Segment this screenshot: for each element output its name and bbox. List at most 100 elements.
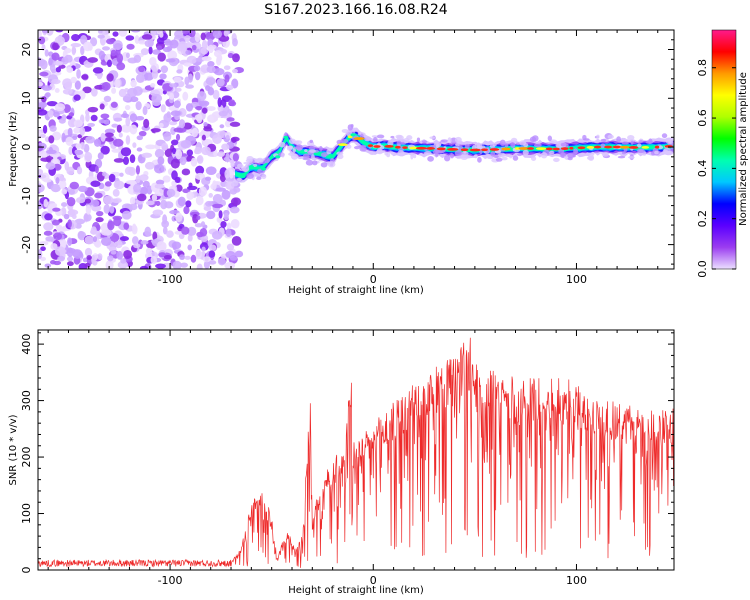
noise-speckle-mark: [160, 65, 169, 74]
noise-speckle-mark: [130, 79, 137, 88]
ridge-speckle: [549, 150, 555, 155]
noise-speckle-mark: [125, 93, 131, 101]
noise-speckle-mark: [74, 80, 81, 90]
ridge-core: [514, 147, 521, 150]
noise-speckle-mark: [80, 142, 85, 150]
noise-speckle-mark: [208, 193, 213, 198]
noise-speckle-mark: [182, 91, 189, 101]
ridge-speckle: [630, 140, 634, 145]
ridge-speckle: [449, 153, 455, 159]
noise-speckle-mark: [226, 117, 235, 122]
noise-speckle-mark: [84, 247, 93, 257]
noise-speckle-mark: [100, 236, 112, 246]
noise-speckle-mark: [118, 30, 128, 37]
ridge-core: [593, 145, 602, 149]
ridge-core: [326, 155, 332, 159]
noise-speckle-mark: [194, 223, 203, 228]
noise-speckle-mark: [229, 121, 241, 127]
noise-speckle-mark: [65, 136, 74, 146]
noise-speckle-mark: [205, 166, 217, 176]
noise-speckle-mark: [156, 45, 163, 51]
snr-y-tick-label: 0: [20, 567, 33, 574]
ridge-speckle: [346, 144, 352, 149]
ridge-core: [604, 145, 613, 149]
ridge-speckle: [534, 143, 542, 148]
noise-speckle-mark: [162, 46, 172, 53]
ridge-speckle: [406, 135, 413, 141]
noise-speckle-mark: [159, 31, 164, 38]
noise-speckle-mark: [125, 180, 137, 185]
colorbar-tick-label: 0.6: [696, 109, 709, 127]
noise-speckle-mark: [212, 89, 220, 100]
noise-speckle-mark: [72, 249, 83, 259]
noise-speckle-mark: [84, 198, 92, 204]
ridge-speckle: [509, 154, 513, 159]
noise-speckle-mark: [133, 54, 142, 63]
noise-speckle-mark: [92, 67, 104, 74]
noise-speckle-mark: [53, 60, 64, 66]
ridge-speckle: [464, 143, 470, 150]
ridge-speckle: [637, 148, 645, 154]
noise-speckle-mark: [165, 58, 176, 63]
noise-speckle-mark: [44, 213, 53, 221]
noise-speckle-mark: [201, 134, 206, 141]
ridge-speckle: [390, 135, 395, 139]
ridge-speckle: [593, 140, 600, 144]
noise-speckle-mark: [67, 188, 76, 195]
ridge-speckle: [454, 150, 463, 156]
noise-speckle-mark: [201, 56, 212, 62]
noise-speckle-mark: [208, 250, 216, 258]
noise-speckle-mark: [183, 62, 192, 67]
noise-speckle-mark: [173, 127, 184, 133]
noise-speckle-mark: [230, 160, 235, 168]
noise-speckle-mark: [90, 37, 98, 47]
noise-speckle-mark: [129, 154, 136, 164]
noise-speckle-mark: [48, 146, 53, 153]
noise-speckle-mark: [150, 62, 160, 72]
ridge-core: [275, 155, 281, 159]
noise-speckle-mark: [46, 101, 58, 107]
ridge-core: [373, 145, 381, 148]
noise-speckle: [38, 30, 244, 269]
noise-speckle-mark: [207, 87, 215, 96]
ridge-core: [501, 147, 511, 151]
noise-speckle-mark: [68, 112, 75, 117]
noise-speckle-mark: [40, 133, 46, 138]
noise-speckle-mark: [108, 173, 116, 183]
noise-speckle-mark: [231, 78, 239, 89]
noise-speckle-mark: [191, 44, 197, 51]
noise-speckle-mark: [160, 104, 166, 113]
noise-speckle-mark: [205, 77, 216, 86]
noise-speckle-mark: [233, 187, 241, 193]
noise-speckle-mark: [51, 78, 61, 85]
noise-speckle-mark: [77, 230, 85, 239]
noise-speckle-mark: [51, 68, 57, 74]
noise-speckle-mark: [175, 87, 182, 92]
ridge-speckle: [380, 150, 386, 153]
noise-speckle-mark: [142, 105, 148, 116]
noise-speckle-mark: [144, 39, 154, 48]
ridge-core: [469, 148, 481, 152]
ridge-core: [248, 164, 254, 169]
noise-speckle-mark: [70, 43, 82, 48]
noise-speckle-mark: [228, 169, 234, 179]
noise-speckle-mark: [120, 113, 130, 119]
noise-speckle-mark: [172, 260, 182, 269]
noise-speckle-mark: [176, 69, 183, 74]
noise-speckle-mark: [54, 88, 60, 93]
noise-speckle-mark: [203, 206, 212, 211]
noise-speckle-mark: [186, 149, 194, 157]
noise-speckle-mark: [81, 74, 89, 80]
noise-speckle-mark: [223, 30, 229, 37]
noise-speckle-mark: [152, 49, 161, 55]
noise-speckle-mark: [51, 219, 60, 226]
noise-speckle-mark: [151, 193, 158, 202]
ridge-core: [481, 148, 488, 152]
noise-speckle-mark: [193, 65, 201, 72]
noise-speckle-mark: [152, 231, 158, 241]
noise-speckle-mark: [234, 250, 244, 258]
ridge-speckle: [376, 134, 385, 139]
ridge-speckle: [460, 154, 468, 160]
noise-speckle-mark: [135, 73, 145, 83]
noise-speckle-mark: [85, 204, 92, 215]
